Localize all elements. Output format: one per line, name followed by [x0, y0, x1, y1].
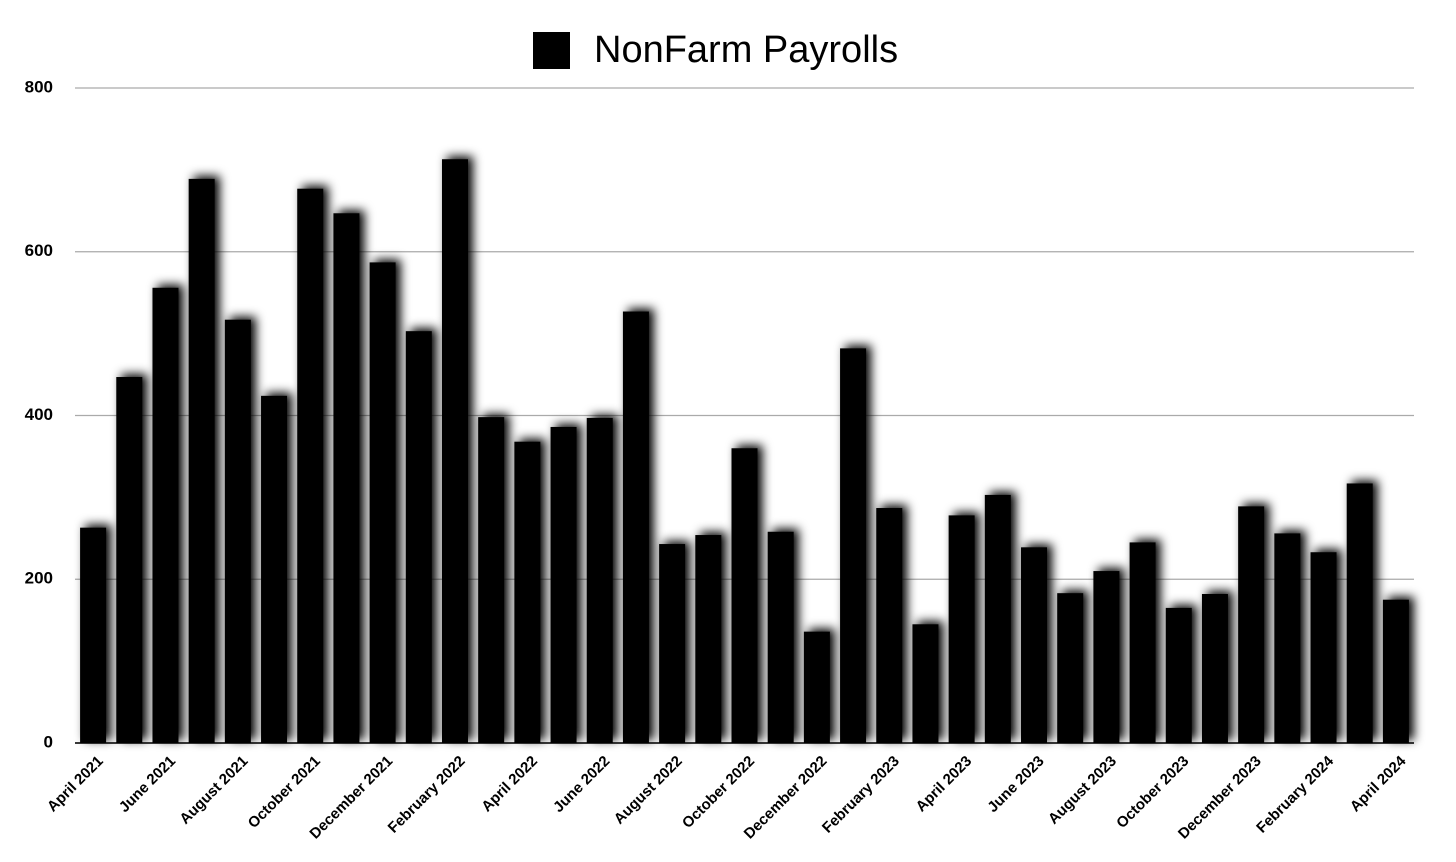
- bar: [550, 426, 577, 743]
- bar: [1129, 542, 1156, 743]
- bar: [297, 188, 324, 744]
- bar: [261, 395, 288, 743]
- y-tick-label: 0: [44, 732, 53, 751]
- bar: [622, 311, 649, 743]
- legend-swatch: [533, 32, 570, 69]
- bar: [441, 159, 468, 743]
- bar: [586, 417, 613, 743]
- bar: [1238, 506, 1265, 743]
- x-tick-label: February 2023: [819, 753, 903, 837]
- x-tick-label: August 2021: [176, 753, 251, 828]
- x-tick-label: August 2022: [611, 753, 686, 828]
- bar: [840, 348, 867, 743]
- bar: [333, 213, 360, 744]
- bar: [695, 535, 722, 743]
- x-tick-label: August 2023: [1045, 753, 1120, 828]
- x-tick-label: April 2024: [1347, 752, 1410, 815]
- x-tick-label: June 2023: [984, 753, 1047, 816]
- bar: [1057, 593, 1084, 743]
- x-tick-label: October 2023: [1113, 753, 1192, 832]
- bar: [514, 441, 541, 743]
- x-tick-label: February 2024: [1253, 752, 1337, 836]
- bar: [659, 544, 686, 743]
- legend: NonFarm Payrolls: [533, 29, 898, 71]
- bar: [731, 448, 758, 743]
- bar: [478, 417, 505, 743]
- bar: [984, 494, 1011, 743]
- bar: [948, 515, 975, 743]
- bar: [1274, 533, 1301, 743]
- x-tick-label: February 2022: [385, 753, 469, 837]
- y-tick-label: 800: [25, 77, 53, 96]
- bar: [803, 631, 830, 743]
- bar: [767, 531, 794, 743]
- bar: [188, 178, 215, 744]
- bar: [1382, 599, 1409, 743]
- bar: [1093, 571, 1120, 743]
- y-tick-label: 400: [25, 405, 53, 424]
- y-tick-label: 200: [25, 569, 53, 588]
- bar: [1346, 483, 1373, 743]
- bar: [116, 377, 143, 743]
- bar: [1165, 607, 1192, 743]
- x-tick-label: October 2022: [679, 753, 758, 832]
- x-tick-label: April 2021: [44, 753, 107, 816]
- bar: [224, 319, 251, 743]
- bar: [152, 287, 179, 743]
- bar: [1310, 552, 1337, 743]
- x-tick-label: April 2023: [913, 753, 976, 816]
- x-tick-label: June 2022: [550, 753, 613, 816]
- bar: [369, 262, 396, 743]
- bar: [912, 624, 939, 743]
- bar: [80, 527, 107, 743]
- y-tick-label: 600: [25, 241, 53, 260]
- x-tick-label: October 2021: [245, 753, 324, 832]
- legend-label: NonFarm Payrolls: [594, 29, 898, 71]
- bar: [1201, 593, 1228, 743]
- bar: [876, 508, 903, 743]
- x-tick-label: April 2022: [478, 753, 541, 816]
- bar: [405, 331, 432, 743]
- x-tick-label: June 2021: [116, 753, 179, 816]
- bar: [1021, 547, 1048, 743]
- bars: [80, 159, 1409, 744]
